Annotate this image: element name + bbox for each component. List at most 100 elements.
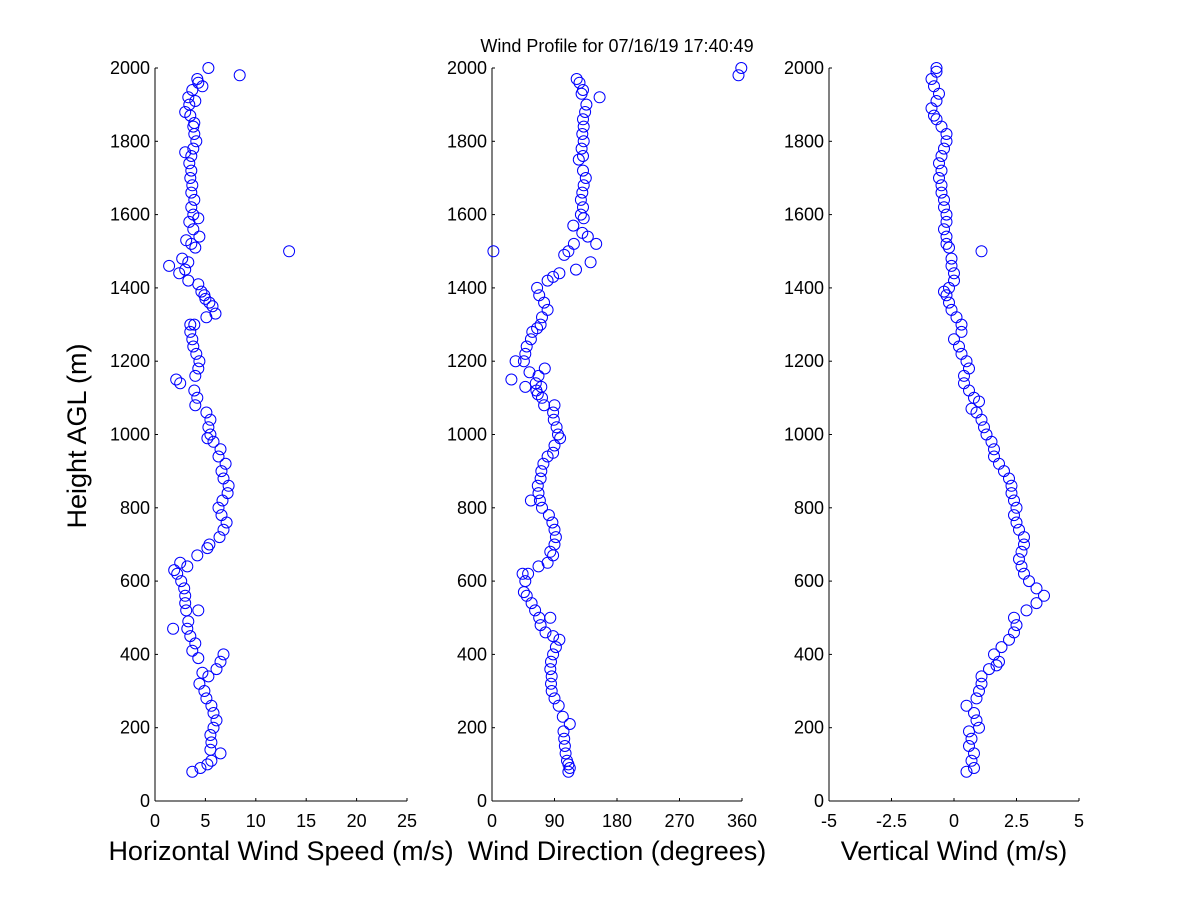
- x-axis-title: Vertical Wind (m/s): [841, 836, 1068, 866]
- data-point: [192, 604, 205, 617]
- data-point: [930, 113, 943, 126]
- y-tick-label: 0: [140, 791, 150, 811]
- data-point: [1013, 553, 1025, 566]
- data-point: [930, 95, 943, 107]
- data-point: [198, 685, 211, 697]
- data-point: [192, 362, 205, 375]
- data-point: [210, 663, 223, 676]
- data-point: [531, 281, 544, 294]
- data-point: [202, 421, 215, 434]
- data-point: [545, 655, 557, 668]
- data-point: [190, 347, 203, 360]
- y-tick-label: 600: [457, 571, 487, 591]
- data-point: [179, 263, 192, 276]
- data-point: [933, 87, 945, 100]
- y-tick-label: 800: [794, 498, 824, 518]
- data-point: [179, 106, 192, 118]
- data-point: [1018, 567, 1030, 580]
- data-point: [547, 630, 560, 643]
- data-point: [963, 740, 975, 752]
- data-point: [928, 109, 940, 122]
- y-tick-label: 1600: [110, 205, 150, 225]
- data-point: [519, 347, 532, 360]
- data-point: [1018, 538, 1030, 551]
- data-point: [204, 729, 217, 741]
- data-point: [178, 582, 191, 595]
- y-tick-label: 2000: [110, 58, 150, 78]
- data-point: [557, 725, 570, 738]
- y-tick-label: 800: [120, 498, 150, 518]
- data-point: [975, 413, 988, 426]
- data-point: [191, 391, 204, 404]
- data-point: [584, 256, 597, 269]
- data-point: [537, 457, 550, 470]
- data-point: [1015, 560, 1028, 573]
- data-point: [183, 98, 196, 111]
- data-point: [212, 501, 225, 514]
- data-point: [191, 549, 204, 562]
- data-point: [968, 747, 980, 760]
- data-point: [940, 289, 953, 302]
- data-point: [1010, 619, 1023, 632]
- data-point: [170, 373, 183, 386]
- data-point: [195, 285, 208, 298]
- data-point: [990, 659, 1003, 672]
- data-point: [207, 435, 220, 448]
- data-point: [538, 362, 551, 375]
- data-point: [180, 604, 193, 617]
- data-point: [548, 399, 561, 412]
- data-point: [548, 538, 561, 551]
- data-point: [1020, 604, 1033, 617]
- data-point: [945, 259, 958, 272]
- data-point: [185, 164, 198, 177]
- data-point: [1030, 582, 1043, 595]
- data-point: [189, 399, 202, 412]
- data-point: [214, 747, 227, 760]
- data-point: [577, 201, 589, 214]
- data-series: [925, 62, 1050, 778]
- data-point: [187, 223, 200, 236]
- data-point: [958, 369, 970, 382]
- data-point: [548, 692, 561, 705]
- data-point: [935, 120, 948, 133]
- data-point: [189, 241, 202, 254]
- data-point: [534, 472, 547, 485]
- data-point: [553, 633, 566, 646]
- data-point: [517, 586, 530, 599]
- y-tick-label: 400: [794, 644, 824, 664]
- x-tick-label: 5: [1074, 811, 1084, 831]
- data-point: [179, 597, 192, 610]
- data-point: [930, 62, 943, 74]
- data-point: [559, 747, 572, 760]
- data-point: [203, 538, 216, 551]
- data-point: [935, 164, 948, 177]
- data-point: [558, 740, 571, 752]
- data-point: [574, 193, 587, 206]
- data-point: [206, 300, 219, 313]
- data-point: [552, 699, 565, 712]
- data-point: [545, 677, 557, 690]
- data-point: [965, 732, 978, 745]
- data-point: [520, 589, 533, 602]
- data-point: [180, 234, 193, 247]
- data-point: [567, 237, 580, 250]
- data-point: [189, 369, 202, 382]
- data-point: [570, 263, 582, 276]
- data-point: [200, 692, 213, 705]
- data-point: [207, 721, 220, 734]
- data-point: [943, 241, 955, 254]
- data-point: [184, 325, 197, 338]
- data-point: [505, 373, 518, 386]
- y-tick-label: 1200: [110, 351, 150, 371]
- data-point: [188, 384, 201, 397]
- data-point: [168, 564, 181, 577]
- data-point: [958, 377, 970, 390]
- data-point: [940, 230, 953, 243]
- y-tick-label: 600: [794, 571, 824, 591]
- data-point: [968, 762, 980, 774]
- data-point: [534, 619, 547, 632]
- data-point: [940, 215, 953, 228]
- data-point: [549, 641, 562, 654]
- y-tick-label: 2000: [784, 58, 824, 78]
